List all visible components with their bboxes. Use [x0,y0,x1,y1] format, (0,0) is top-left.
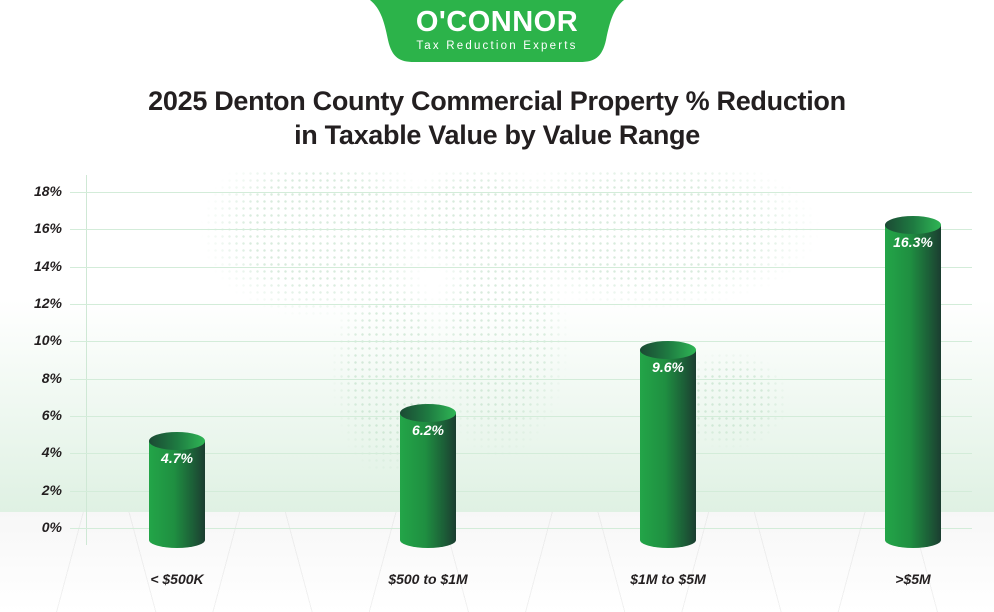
gridline [70,528,972,529]
y-tick-label: 18% [33,183,62,199]
x-category-label: >$5M [895,571,931,587]
bar-value-label: 16.3% [893,233,933,250]
x-category-label: $1M to $5M [630,571,706,587]
chart-title: 2025 Denton County Commercial Property %… [0,84,994,152]
y-tick-label: 10% [33,332,62,348]
gridline [70,304,972,305]
y-axis-line [86,175,87,545]
bar-cap [149,432,205,451]
y-tick-label: 2% [41,482,62,498]
gridline [70,341,972,342]
bar-value-label: 6.2% [412,422,444,439]
brand-logo: O'CONNOR Tax Reduction Experts [370,0,624,62]
gridline [70,229,972,230]
x-category-label: $500 to $1M [388,571,468,587]
y-tick-label: 14% [33,258,62,274]
y-tick-label: 0% [41,519,62,535]
bar-base [400,532,456,548]
gridline [70,453,972,454]
chart-title-line-2: in Taxable Value by Value Range [294,120,700,150]
y-tick-label: 4% [41,444,62,460]
bar-value-label: 9.6% [652,358,684,375]
y-tick-label: 8% [41,370,62,386]
gridline [70,491,972,492]
bar-value-label: 4.7% [161,450,193,467]
gridline [70,379,972,380]
bar-base [149,532,205,548]
brand-name: O'CONNOR [415,6,579,38]
logo-tab-shape [370,0,624,62]
bar-body [885,224,941,540]
bar-cap [885,215,941,234]
chart-title-line-1: 2025 Denton County Commercial Property %… [148,86,846,116]
bar-base [885,532,941,548]
bar-body [640,349,696,540]
gridline [70,267,972,268]
bar-body [400,413,456,540]
y-tick-label: 16% [33,220,62,236]
bar-base [640,532,696,548]
bar-cap [400,404,456,423]
x-category-label: < $500K [150,571,204,587]
brand-tagline: Tax Reduction Experts [416,40,578,52]
bar-cap [640,340,696,359]
gridline [70,416,972,417]
world-map-dots-background [170,170,840,470]
y-tick-label: 12% [33,295,62,311]
gridline [70,192,972,193]
y-tick-label: 6% [41,407,62,423]
bar-body [149,441,205,540]
